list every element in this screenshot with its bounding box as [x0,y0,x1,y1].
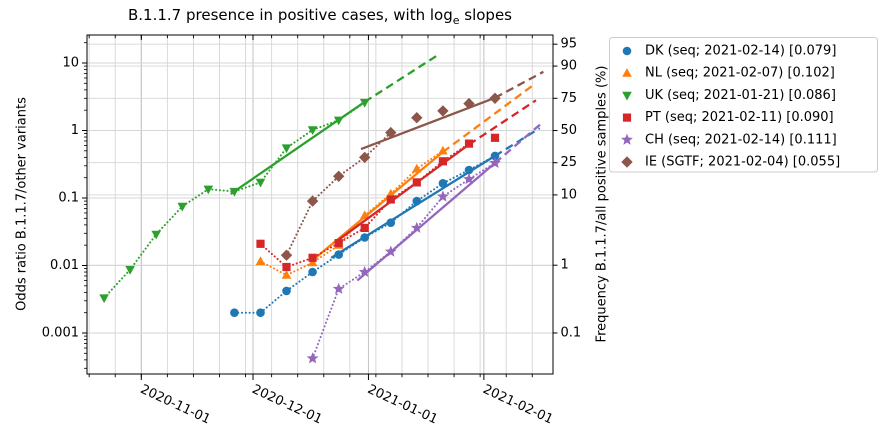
y-right-tick-label-95: 95 [561,37,578,52]
legend-label-UK: UK (seq; 2021-01-21) [0.086] [645,88,836,103]
triangle-up-icon [622,68,632,77]
y-right-tick-label-75: 75 [561,91,578,106]
series-CH-extrapolation-line [494,120,545,164]
y-left-tick-label-10: 10 [62,56,79,71]
legend-label-IE: IE (SGTF; 2021-02-04) [0.055] [645,155,840,170]
legend: DK (seq; 2021-02-14) [0.079] NL (seq; 202… [609,37,878,173]
x-tick-label-2020-11-01: 2020-11-01 [138,382,213,428]
y-axis-left: 10 1 0.1 0.01 0.001 [42,42,87,369]
series-UK-markers [99,98,370,304]
series-DK-extrapolation-line [494,127,541,157]
series-UK-dotted-line [103,101,366,299]
y-left-tick-label-1: 1 [71,123,79,138]
series-CH [306,120,545,364]
diamond-icon [621,156,633,168]
legend-item-CH: CH (seq; 2021-02-14) [0.111] [621,132,837,147]
x-tick-label-2020-12-01: 2020-12-01 [250,382,325,428]
chart-title-suffix: slopes [459,6,512,24]
legend-item-DK: DK (seq; 2021-02-14) [0.079] [622,44,836,59]
series-NL-fit-line [311,151,444,262]
x-tick-label-2021-01-01: 2021-01-01 [365,382,440,428]
y-right-tick-label-0.1: 0.1 [561,325,582,340]
series-IE-dotted-line [285,131,392,257]
circle-icon [622,46,632,56]
y-right-tick-label-50: 50 [561,123,578,138]
series-DK-dotted-line [233,154,496,314]
star-icon [621,133,633,145]
series-PT-extrapolation-line [468,99,537,146]
series-NL-extrapolation-line [442,84,533,153]
series-UK-extrapolation-line [364,53,440,103]
square-icon [622,113,632,122]
series-PT [256,99,537,272]
y-right-tick-label-1: 1 [561,258,569,273]
legend-item-UK: UK (seq; 2021-01-21) [0.086] [622,88,836,103]
y-right-tick-label-25: 25 [561,155,578,170]
series-CH-fit-line [356,162,496,282]
series-PT-markers [256,133,500,272]
triangle-down-icon [622,91,632,101]
legend-label-DK: DK (seq; 2021-02-14) [0.079] [645,44,836,59]
series-IE-markers [280,92,501,261]
legend-label-PT: PT (seq; 2021-02-11) [0.090] [645,110,834,125]
axes-frame [86,34,554,375]
series-DK-markers [230,151,500,318]
series-IE-extrapolation-line [494,70,544,99]
y-left-tick-label-0.01: 0.01 [50,258,79,273]
y-axis-label-right: Frequency B.1.1.7/all positive samples (… [594,65,610,343]
chart-title: B.1.1.7 presence in positive cases, with… [87,6,553,27]
legend-item-NL: NL (seq; 2021-02-07) [0.102] [622,66,835,81]
y-left-tick-label-0.001: 0.001 [42,326,79,341]
legend-label-CH: CH (seq; 2021-02-14) [0.111] [645,132,837,147]
series-UK [99,53,440,304]
x-tick-label-2021-02-01: 2021-02-01 [480,382,555,428]
series-CH-markers [306,156,501,364]
chart-title-text: B.1.1.7 presence in positive cases, with… [128,6,453,24]
legend-item-IE: IE (SGTF; 2021-02-04) [0.055] [621,155,840,170]
series-IE [280,70,544,261]
legend-item-PT: PT (seq; 2021-02-11) [0.090] [622,110,834,125]
y-axis-label-left: Odds ratio B.1.1.7/other variants [14,97,30,311]
y-right-tick-label-10: 10 [561,187,578,202]
gridlines [87,35,553,374]
legend-label-NL: NL (seq; 2021-02-07) [0.102] [645,66,835,81]
y-right-tick-label-90: 90 [561,59,578,74]
y-axis-right: 95 90 75 50 25 10 1 0.1 [553,37,582,340]
series-IE-fit-line [360,96,496,151]
y-left-tick-label-0.1: 0.1 [58,191,79,206]
chart-title-subscript: e [452,14,460,27]
series-DK [230,127,541,318]
